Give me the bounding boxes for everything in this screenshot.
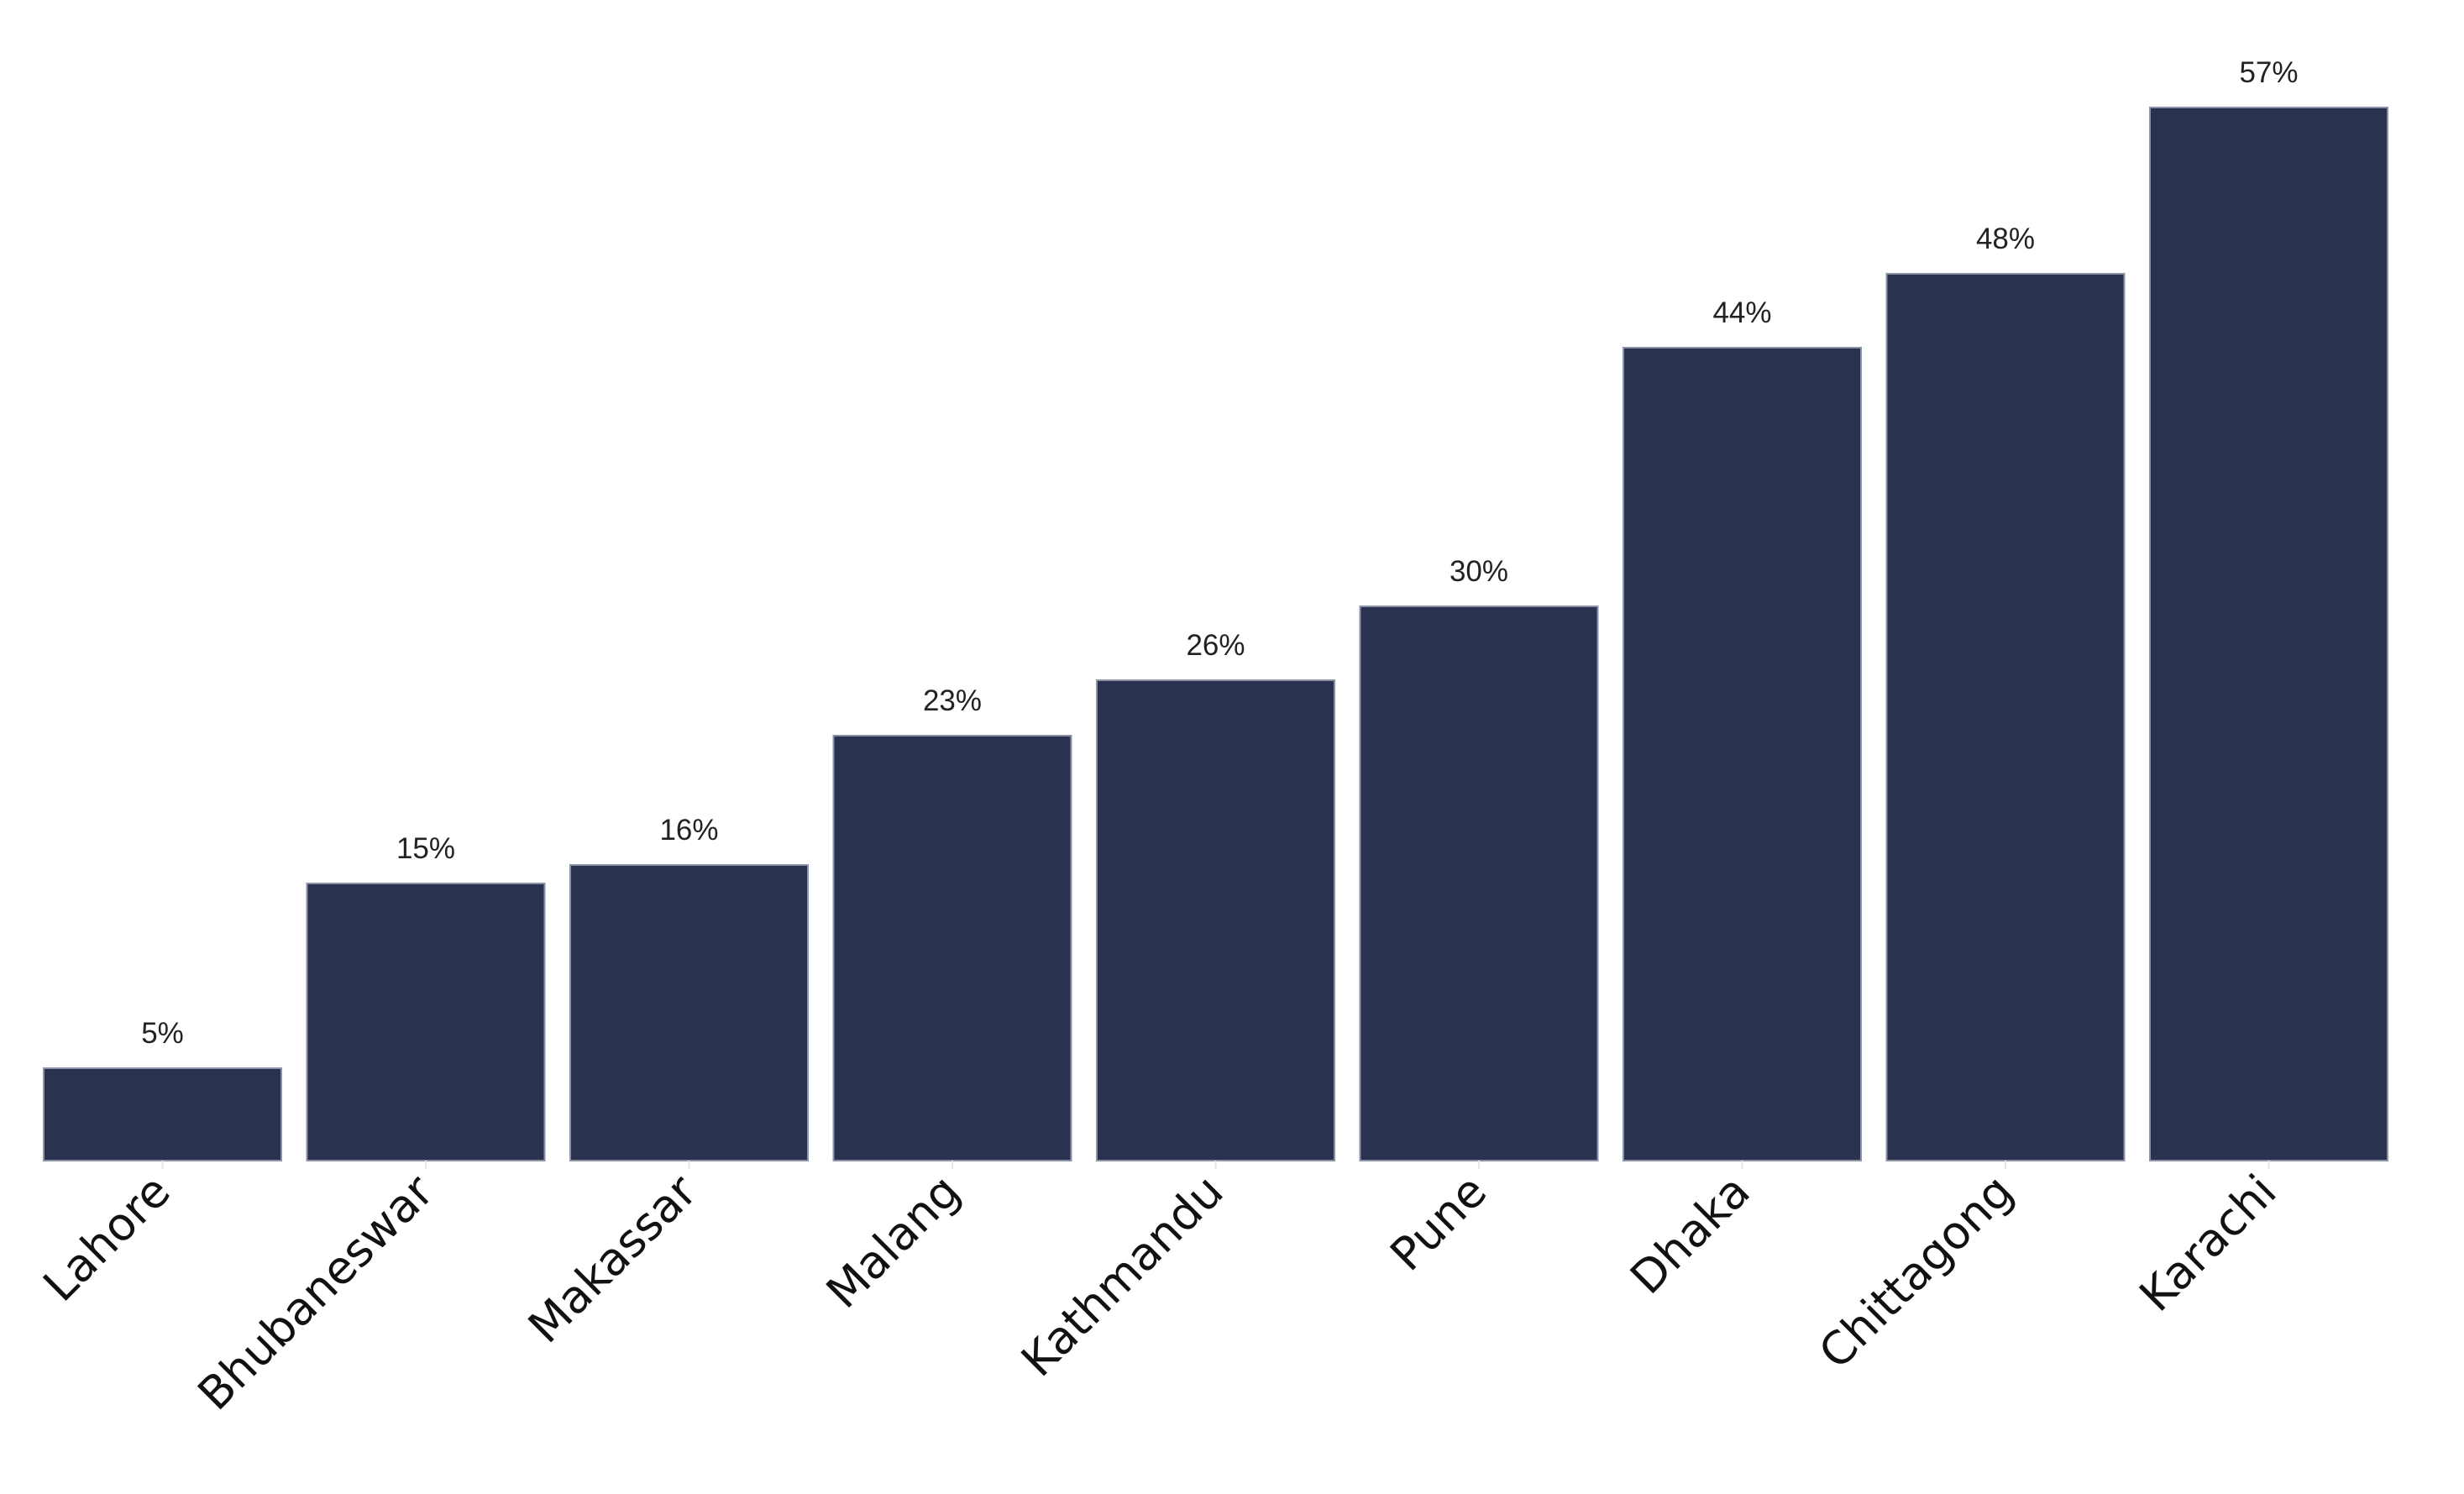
x-axis-label: Bhubaneswar (187, 1164, 443, 1420)
x-axis-label: Malang (816, 1165, 970, 1318)
bar-chittagong (1885, 273, 2126, 1161)
data-label: 48% (1976, 223, 2035, 255)
x-axis-label: Makassar (518, 1164, 707, 1353)
bar-kathmandu (1096, 679, 1335, 1161)
bar-lahore (43, 1067, 282, 1161)
bar-karachi (2149, 107, 2388, 1161)
x-axis-label: Kathmandu (1011, 1165, 1234, 1387)
data-label: 57% (2239, 56, 2298, 89)
data-label: 30% (1450, 555, 1508, 588)
bar-bhubaneswar (306, 883, 546, 1161)
x-axis-label: Karachi (2129, 1165, 2286, 1322)
x-axis-label: Lahore (34, 1165, 181, 1312)
data-label: 16% (659, 814, 718, 847)
bar-malang (832, 735, 1072, 1161)
x-axis-label: Pune (1380, 1165, 1497, 1282)
x-axis-labels-group: Lahore Bhubaneswar Makassar Malang Kathmandu… (34, 1164, 2287, 1420)
bar-pune (1359, 605, 1599, 1161)
x-axis-label: Chittagong (1809, 1165, 2023, 1379)
data-label: 23% (923, 684, 982, 717)
bar-dhaka (1623, 347, 1862, 1161)
x-axis-label: Dhaka (1620, 1165, 1759, 1304)
data-label: 5% (141, 1017, 184, 1050)
bars-group (43, 107, 2388, 1169)
data-label: 15% (396, 832, 455, 865)
data-label: 44% (1712, 296, 1771, 329)
bar-makassar (569, 864, 809, 1161)
data-labels-group: 5% 15% 16% 23% 26% 30% 44% 48% 57% (141, 56, 2298, 1050)
data-label: 26% (1186, 629, 1245, 662)
